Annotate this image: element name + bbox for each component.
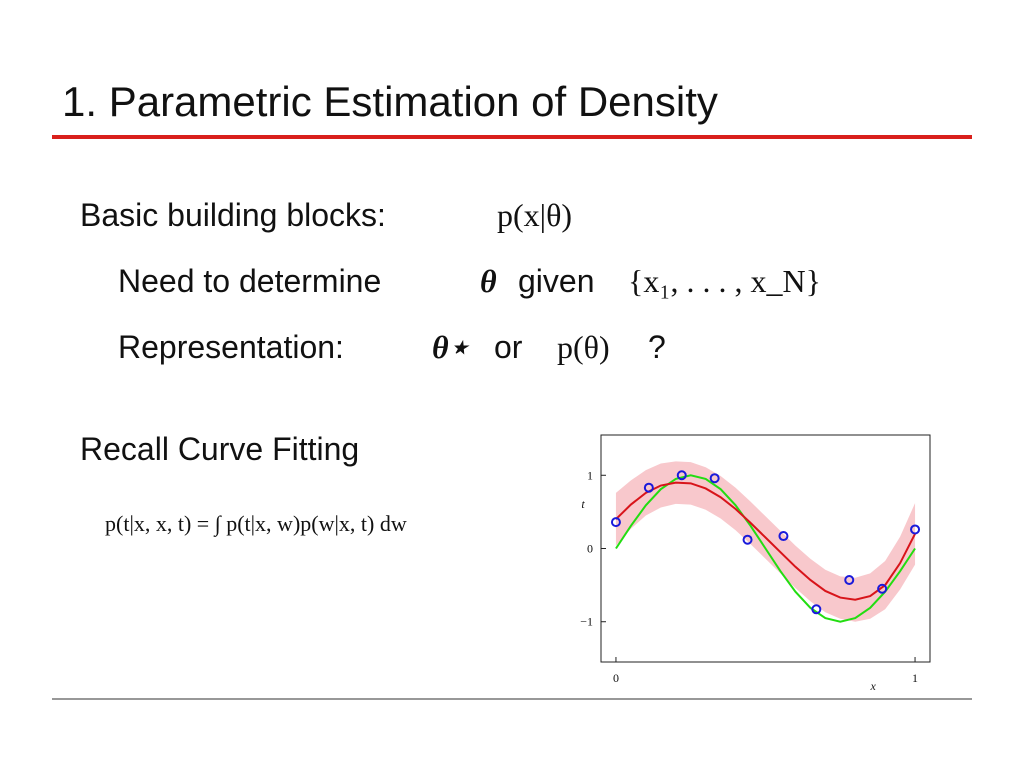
y-tick-label: −1 <box>580 615 593 629</box>
math: θ⋆ <box>432 329 470 365</box>
x-tick-label: 1 <box>912 671 918 685</box>
text: Recall Curve Fitting <box>80 431 359 467</box>
chart: 0 1 −1 0 1 x t <box>580 434 931 693</box>
text: Basic building blocks: <box>80 197 386 233</box>
curve <box>615 474 916 623</box>
curve <box>615 481 916 601</box>
data-point <box>811 604 822 615</box>
data-point <box>778 531 789 542</box>
slide-title: 1. Parametric Estimation of Density <box>62 78 718 125</box>
math: p(x|θ) <box>497 197 572 233</box>
text: Need to determine <box>118 263 381 299</box>
data-point <box>742 534 753 545</box>
data-point <box>877 583 888 594</box>
data-point <box>676 470 687 481</box>
x-tick-label: 0 <box>613 671 619 685</box>
text: given <box>518 263 595 299</box>
text: or <box>494 329 523 365</box>
data-point <box>610 517 621 528</box>
math: {x₁, . . . , x_N} <box>628 263 821 299</box>
math: p(θ) <box>557 329 610 365</box>
y-tick-label: 0 <box>587 542 593 556</box>
text: ? <box>648 329 666 365</box>
data-point <box>709 473 720 484</box>
y-axis-label: t <box>581 497 585 511</box>
uncertainty-band <box>615 461 916 622</box>
data-point <box>910 524 921 535</box>
data-point <box>643 482 654 493</box>
y-tick-label: 1 <box>587 468 593 482</box>
equation: p(t|x, x, t) = ∫ p(t|x, w)p(w|x, t) dw <box>105 511 407 537</box>
math: θ <box>480 263 497 299</box>
data-point <box>844 574 855 585</box>
x-axis-label: x <box>870 679 877 693</box>
text: Representation: <box>118 329 344 365</box>
